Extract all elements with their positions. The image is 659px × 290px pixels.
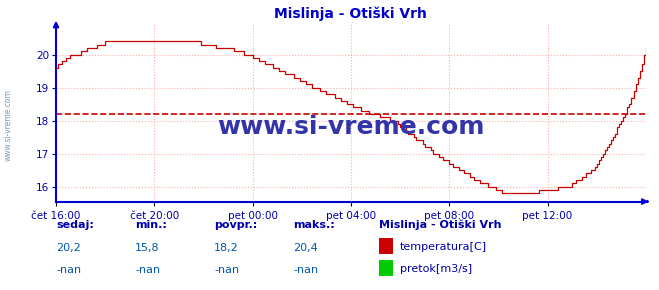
Text: -nan: -nan (135, 265, 160, 275)
Text: Mislinja - Otiški Vrh: Mislinja - Otiški Vrh (379, 219, 501, 230)
Text: 15,8: 15,8 (135, 243, 159, 253)
Text: www.si-vreme.com: www.si-vreme.com (3, 89, 13, 161)
Text: pretok[m3/s]: pretok[m3/s] (400, 264, 472, 274)
Text: min.:: min.: (135, 220, 167, 230)
Text: www.si-vreme.com: www.si-vreme.com (217, 115, 484, 139)
Text: -nan: -nan (293, 265, 318, 275)
Text: 18,2: 18,2 (214, 243, 239, 253)
Text: -nan: -nan (56, 265, 81, 275)
Text: temperatura[C]: temperatura[C] (400, 242, 487, 251)
Text: maks.:: maks.: (293, 220, 335, 230)
Text: povpr.:: povpr.: (214, 220, 258, 230)
Text: sedaj:: sedaj: (56, 220, 94, 230)
Text: -nan: -nan (214, 265, 239, 275)
Title: Mislinja - Otiški Vrh: Mislinja - Otiški Vrh (275, 6, 427, 21)
Text: 20,4: 20,4 (293, 243, 318, 253)
Text: 20,2: 20,2 (56, 243, 81, 253)
